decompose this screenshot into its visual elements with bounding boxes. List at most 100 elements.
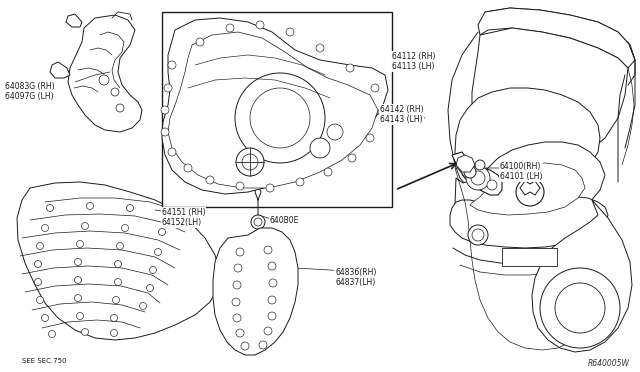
Circle shape [232, 298, 240, 306]
Circle shape [471, 171, 485, 185]
Polygon shape [456, 155, 475, 172]
Circle shape [268, 262, 276, 270]
Polygon shape [213, 228, 298, 355]
Circle shape [111, 314, 118, 321]
Circle shape [236, 182, 244, 190]
Polygon shape [17, 182, 220, 340]
Circle shape [113, 296, 120, 304]
Text: 64112 (RH)
64113 (LH): 64112 (RH) 64113 (LH) [392, 52, 435, 71]
Circle shape [234, 264, 242, 272]
Circle shape [487, 180, 497, 190]
Text: 640B0E: 640B0E [270, 216, 300, 225]
Polygon shape [452, 152, 502, 195]
Circle shape [241, 342, 249, 350]
Circle shape [268, 296, 276, 304]
Circle shape [236, 148, 264, 176]
Circle shape [256, 21, 264, 29]
Circle shape [268, 312, 276, 320]
Circle shape [475, 160, 485, 170]
Circle shape [168, 61, 176, 69]
Bar [162, 12, 392, 207]
Circle shape [236, 248, 244, 256]
Circle shape [74, 276, 81, 283]
Circle shape [35, 260, 42, 267]
Polygon shape [455, 142, 605, 226]
Circle shape [324, 168, 332, 176]
Circle shape [196, 38, 204, 46]
Circle shape [468, 225, 488, 245]
Circle shape [371, 84, 379, 92]
Polygon shape [66, 14, 82, 27]
Text: 64083G (RH)
64097G (LH): 64083G (RH) 64097G (LH) [5, 82, 54, 102]
Polygon shape [470, 163, 585, 215]
Circle shape [111, 88, 119, 96]
Circle shape [516, 178, 544, 206]
Circle shape [259, 341, 267, 349]
Circle shape [464, 166, 476, 178]
Circle shape [266, 184, 274, 192]
Circle shape [42, 224, 49, 231]
Circle shape [348, 154, 356, 162]
Circle shape [127, 205, 134, 212]
Circle shape [346, 64, 354, 72]
Circle shape [226, 24, 234, 32]
Circle shape [111, 330, 118, 337]
Circle shape [327, 124, 343, 140]
Circle shape [36, 296, 44, 304]
Circle shape [236, 329, 244, 337]
Circle shape [122, 224, 129, 231]
Circle shape [466, 166, 490, 190]
Polygon shape [168, 32, 378, 188]
Circle shape [555, 283, 605, 333]
Circle shape [540, 268, 620, 348]
Text: SEE SEC.750: SEE SEC.750 [22, 358, 67, 364]
Polygon shape [162, 18, 388, 194]
Circle shape [154, 248, 161, 256]
Circle shape [159, 228, 166, 235]
Circle shape [161, 106, 169, 114]
Circle shape [264, 327, 272, 335]
Circle shape [115, 260, 122, 267]
Polygon shape [450, 197, 608, 248]
Circle shape [164, 84, 172, 92]
Circle shape [184, 164, 192, 172]
Circle shape [233, 281, 241, 289]
Circle shape [206, 176, 214, 184]
Circle shape [42, 314, 49, 321]
Circle shape [36, 243, 44, 250]
Polygon shape [68, 15, 142, 132]
Circle shape [269, 279, 277, 287]
Circle shape [140, 302, 147, 310]
Circle shape [242, 154, 258, 170]
Circle shape [74, 259, 81, 266]
Circle shape [161, 128, 169, 136]
Circle shape [115, 279, 122, 285]
Polygon shape [532, 200, 632, 352]
Circle shape [168, 148, 176, 156]
Circle shape [74, 295, 81, 301]
Polygon shape [50, 62, 70, 78]
Text: 64142 (RH)
64143 (LH): 64142 (RH) 64143 (LH) [380, 105, 424, 124]
Circle shape [366, 134, 374, 142]
Circle shape [47, 205, 54, 212]
Circle shape [254, 218, 262, 226]
Polygon shape [472, 28, 628, 162]
Polygon shape [478, 8, 635, 68]
Circle shape [472, 229, 484, 241]
Text: R640005W: R640005W [588, 359, 630, 368]
Circle shape [286, 28, 294, 36]
Circle shape [150, 266, 157, 273]
Circle shape [116, 243, 124, 250]
Circle shape [81, 328, 88, 336]
Polygon shape [455, 88, 600, 202]
Circle shape [99, 75, 109, 85]
Text: 64151 (RH)
64152(LH): 64151 (RH) 64152(LH) [162, 208, 205, 227]
Circle shape [77, 312, 83, 320]
Circle shape [81, 222, 88, 230]
Circle shape [35, 279, 42, 285]
Circle shape [86, 202, 93, 209]
Circle shape [264, 246, 272, 254]
Circle shape [77, 241, 83, 247]
Circle shape [235, 73, 325, 163]
Circle shape [233, 314, 241, 322]
